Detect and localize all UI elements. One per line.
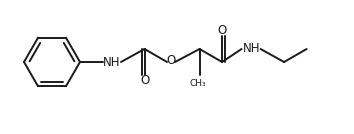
- Text: CH₃: CH₃: [189, 79, 206, 88]
- Text: O: O: [140, 74, 149, 87]
- Text: O: O: [217, 25, 227, 38]
- Text: NH: NH: [103, 55, 121, 68]
- Text: NH: NH: [243, 42, 260, 55]
- Text: O: O: [166, 53, 176, 66]
